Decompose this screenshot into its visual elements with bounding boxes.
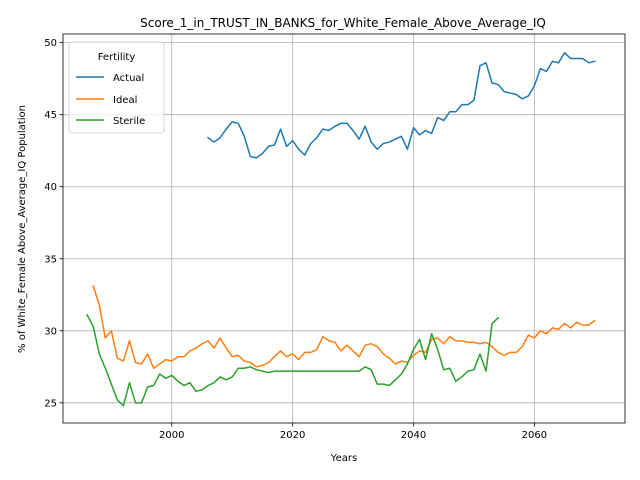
x-tick-label: 2060: [522, 430, 547, 441]
legend-box: [68, 41, 165, 134]
y-tick-label: 45: [44, 110, 57, 121]
x-axis-ticks: 2000 2020 2040 2060: [159, 423, 547, 441]
y-tick-label: 40: [44, 182, 57, 193]
series-line-ideal: [92, 285, 596, 369]
x-tick-label: 2000: [159, 430, 184, 441]
y-tick-label: 35: [44, 254, 57, 265]
y-tick-label: 50: [44, 38, 57, 49]
legend-title: Fertility: [98, 52, 136, 63]
series-line-sterile: [86, 313, 500, 407]
series-line-actual: [206, 51, 596, 159]
y-tick-label: 25: [44, 398, 57, 409]
series-lines: [86, 51, 596, 407]
grid: [63, 34, 625, 423]
y-tick-label: 30: [44, 326, 57, 337]
y-axis-label: % of White_Female Above_Average_IQ Popul…: [17, 105, 28, 353]
axes-frame: [62, 33, 626, 424]
x-axis-label: Years: [330, 453, 357, 464]
chart-title: Score_1_in_TRUST_IN_BANKS_for_White_Fema…: [140, 16, 546, 30]
x-tick-label: 2040: [401, 430, 426, 441]
y-axis-ticks: 25 30 35 40 45 50: [44, 38, 63, 409]
legend-label-actual: Actual: [113, 73, 144, 84]
legend: Fertility Actual Ideal Sterile: [68, 41, 165, 134]
x-tick-label: 2020: [280, 430, 305, 441]
legend-label-ideal: Ideal: [113, 95, 137, 106]
legend-label-sterile: Sterile: [113, 116, 145, 127]
